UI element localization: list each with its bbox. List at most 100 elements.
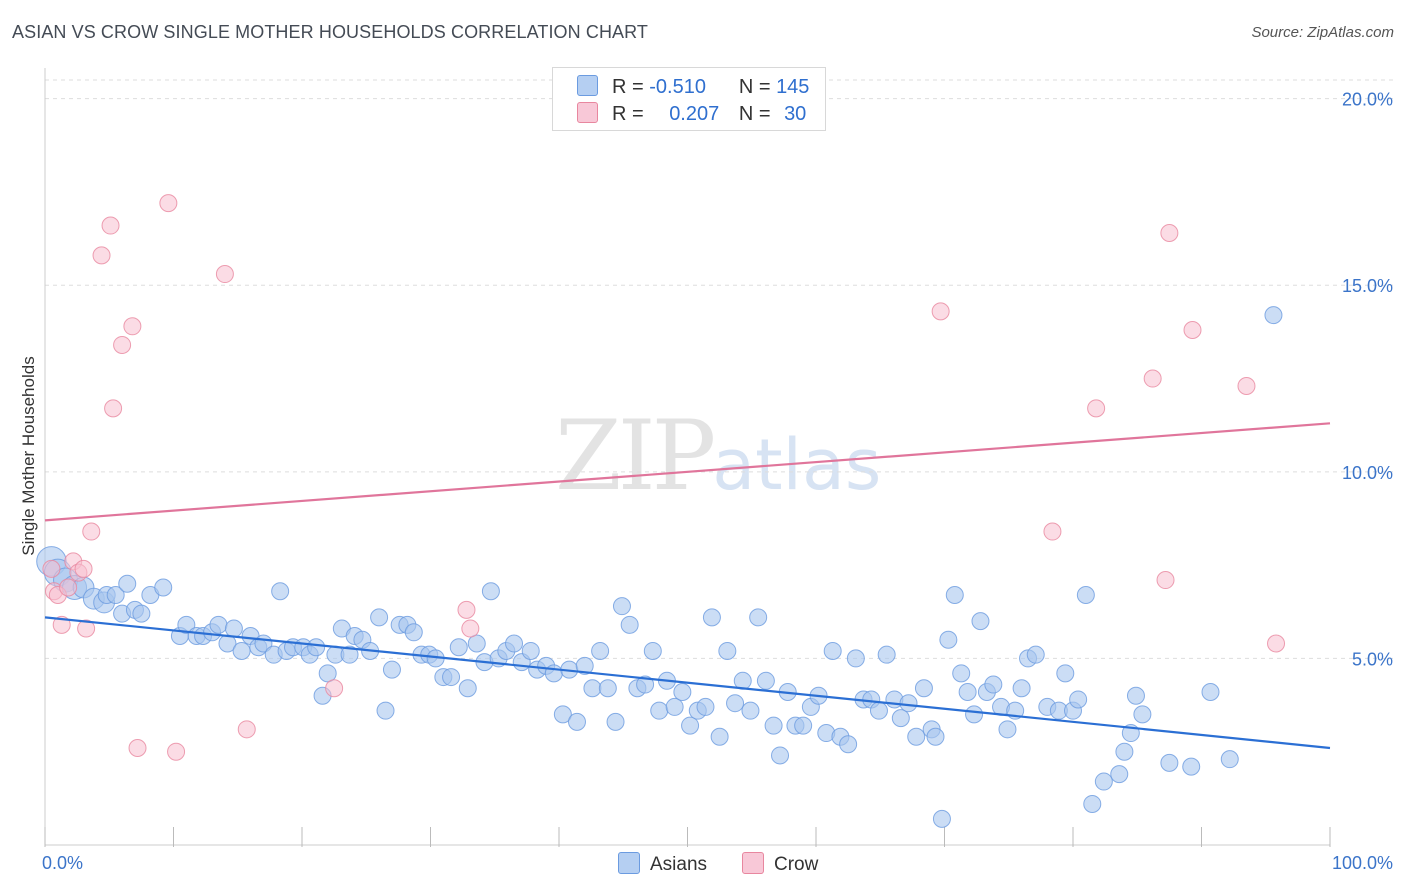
asians-point	[1056, 664, 1075, 683]
asians-point	[877, 645, 896, 664]
asians-point	[839, 735, 858, 754]
y-tick-label: 20.0%	[1342, 90, 1393, 110]
crow-point	[1087, 399, 1106, 418]
asians-point	[846, 649, 865, 668]
asians-point	[505, 634, 524, 653]
asians-point	[899, 694, 918, 713]
asians-point	[307, 638, 326, 657]
watermark: ZIPatlas	[555, 400, 881, 512]
crow-point	[101, 216, 120, 235]
asians-point	[673, 683, 692, 701]
crow-point	[74, 559, 93, 578]
legend-row-crow: R = 0.207 N = 30	[577, 102, 806, 126]
asians-r-label: R =	[612, 76, 644, 98]
asians-point	[404, 623, 423, 642]
crow-point	[931, 302, 950, 321]
asians-point	[591, 641, 610, 660]
y-axis-label: Single Mother Households	[19, 356, 38, 555]
asians-point	[232, 641, 251, 660]
asians-point	[224, 619, 243, 638]
crow-point	[113, 335, 132, 354]
asians-point	[702, 608, 721, 627]
asians-point	[458, 679, 477, 698]
asians-point	[939, 630, 958, 649]
crow-point	[77, 619, 96, 638]
asians-point	[718, 641, 737, 660]
asians-point	[575, 656, 594, 675]
crow-point	[128, 738, 147, 757]
asians-point	[794, 716, 813, 735]
y-tick-label: 10.0%	[1342, 463, 1393, 483]
asians-point	[1133, 705, 1152, 724]
crow-point	[457, 600, 476, 619]
asians-n-value: 145	[776, 76, 810, 98]
asians-point	[177, 615, 196, 634]
crow-point	[215, 265, 234, 284]
asians-swatch	[577, 75, 598, 96]
bottom-asians-swatch	[618, 852, 640, 874]
asians-point	[771, 746, 790, 765]
crow-point	[1183, 321, 1202, 340]
asians-point	[958, 683, 977, 701]
asians-point	[1160, 753, 1179, 772]
asians-point	[681, 716, 700, 735]
crow-point	[1160, 224, 1179, 242]
watermark-atlas: atlas	[712, 424, 882, 506]
asians-point	[1083, 794, 1102, 813]
crow-point	[325, 679, 344, 698]
bottom-legend-crow: Crow	[742, 852, 818, 876]
asians-point	[998, 720, 1017, 739]
asians-point	[271, 582, 290, 601]
asians-point	[1126, 686, 1145, 705]
asians-point	[567, 712, 586, 731]
asians-point	[598, 679, 617, 698]
asians-trend-line	[44, 616, 1331, 750]
asians-point	[696, 697, 715, 716]
asians-point	[467, 634, 486, 653]
asians-point	[318, 664, 337, 683]
crow-point	[237, 720, 256, 739]
crow-point	[1267, 634, 1286, 653]
crow-point	[1156, 571, 1175, 590]
asians-point	[756, 671, 775, 690]
crow-point	[42, 559, 61, 578]
asians-point	[449, 638, 468, 657]
asians-point	[1115, 742, 1134, 761]
asians-point	[612, 597, 631, 616]
asians-point	[1094, 772, 1113, 791]
asians-point	[749, 608, 768, 627]
asians-point	[118, 574, 137, 593]
asians-point	[442, 668, 461, 687]
asians-point	[636, 675, 655, 694]
crow-point	[461, 619, 480, 638]
crow-r-label: R =	[612, 103, 644, 125]
crow-swatch	[577, 102, 598, 123]
asians-point	[965, 705, 984, 724]
asians-point	[945, 585, 964, 604]
asians-point	[726, 694, 745, 713]
asians-point	[710, 727, 729, 746]
asians-point	[1182, 757, 1201, 776]
asians-r-value: -0.510	[649, 76, 706, 98]
crow-point	[59, 578, 78, 597]
asians-point	[869, 701, 888, 720]
asians-point	[952, 664, 971, 683]
asians-point	[606, 712, 625, 731]
crow-point	[167, 742, 186, 761]
chart-title: ASIAN VS CROW SINGLE MOTHER HOUSEHOLDS C…	[12, 22, 649, 42]
asians-point	[209, 615, 228, 634]
asians-point	[764, 716, 783, 735]
asians-point	[1069, 690, 1088, 709]
asians-point	[971, 612, 990, 631]
crow-n-label: N =	[738, 103, 771, 125]
crow-r-value: 0.207	[669, 103, 720, 125]
asians-point	[1026, 645, 1045, 664]
crow-point	[1043, 522, 1062, 541]
asians-point	[583, 679, 602, 698]
asians-n-label: N =	[738, 76, 771, 98]
crow-point	[92, 246, 111, 265]
crow-point	[159, 194, 178, 213]
crow-point	[123, 317, 142, 336]
asians-point	[1012, 679, 1031, 698]
